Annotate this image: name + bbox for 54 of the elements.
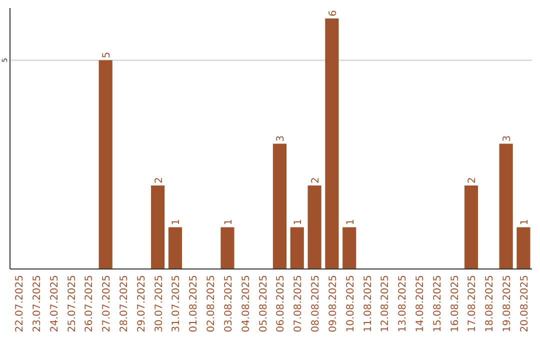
data-label: 1: [519, 218, 530, 226]
x-tick-label: 26.07.2025: [84, 275, 96, 332]
bar: [220, 227, 234, 269]
data-label: 2: [310, 177, 322, 184]
x-tick-label: 28.07.2025: [119, 275, 130, 332]
x-tick-label: 29.07.2025: [136, 275, 148, 332]
bar: [151, 185, 165, 269]
x-tick-label: 02.08.2025: [206, 275, 218, 332]
bar: [342, 227, 356, 269]
x-tick-label: 07.08.2025: [293, 275, 304, 332]
x-tick-label: 17.08.2025: [467, 275, 478, 332]
x-tick-label: 23.07.2025: [32, 275, 43, 332]
bar: [290, 227, 304, 269]
x-tick-label: 13.08.2025: [398, 275, 409, 332]
data-label: 2: [154, 177, 165, 184]
data-label: 3: [276, 135, 287, 142]
data-label: 1: [171, 218, 182, 226]
bar: [168, 227, 182, 269]
bar: [499, 144, 513, 269]
x-tick-label: 27.07.2025: [102, 275, 113, 332]
data-label: 6: [328, 10, 339, 16]
bar: [98, 60, 112, 269]
x-tick-label: 15.08.2025: [432, 275, 444, 332]
data-label: 2: [467, 177, 478, 184]
bar: [464, 185, 478, 269]
x-tick-label: 30.07.2025: [154, 275, 165, 332]
bar: [516, 227, 530, 269]
x-tick-label: 12.08.2025: [380, 275, 392, 332]
x-tick-label: 31.07.2025: [171, 275, 182, 332]
x-tick-label: 03.08.2025: [223, 275, 234, 332]
x-tick-label: 14.08.2025: [415, 275, 426, 332]
x-tick-label: 18.08.2025: [484, 275, 496, 332]
x-tick-label: 01.08.2025: [188, 275, 200, 332]
x-tick-label: 05.08.2025: [258, 275, 270, 332]
bar: [272, 144, 286, 269]
x-tick-label: 16.08.2025: [450, 275, 461, 332]
bar: [325, 18, 339, 269]
x-tick-label: 25.07.2025: [66, 275, 78, 332]
x-tick-label: 24.07.2025: [49, 275, 60, 332]
data-label: 1: [293, 218, 304, 226]
x-tick-label: 19.08.2025: [502, 275, 514, 332]
data-label: 1: [345, 218, 356, 226]
data-label: 3: [502, 135, 514, 142]
data-label: 1: [223, 218, 234, 226]
x-tick-label: 22.07.2025: [14, 275, 26, 332]
data-label: 5: [102, 52, 113, 58]
x-tick-label: 09.08.2025: [328, 275, 339, 332]
x-tick-label: 11.08.2025: [362, 275, 374, 332]
bar: [308, 185, 322, 269]
x-tick-label: 20.08.2025: [519, 275, 530, 332]
x-tick-label: 08.08.2025: [310, 275, 322, 332]
x-tick-label: 04.08.2025: [240, 275, 252, 332]
x-tick-label: 06.08.2025: [276, 275, 287, 332]
x-tick-label: 10.08.2025: [345, 275, 356, 332]
